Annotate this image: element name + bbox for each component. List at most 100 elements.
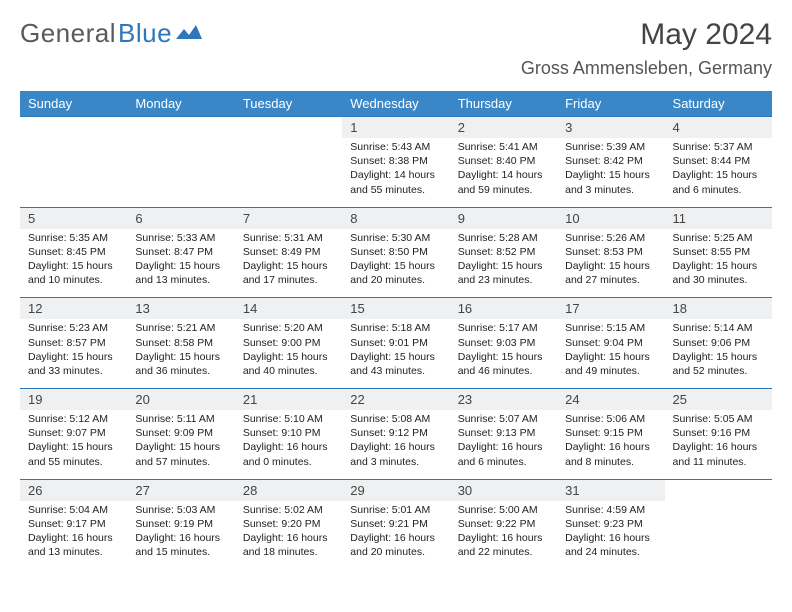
sunset-text: Sunset: 8:53 PM: [565, 245, 656, 259]
header: GeneralBlue May 2024 Gross Ammensleben, …: [20, 18, 772, 85]
sunset-text: Sunset: 9:20 PM: [243, 517, 334, 531]
sunrise-text: Sunrise: 5:06 AM: [565, 412, 656, 426]
detail-cell: Sunrise: 4:59 AMSunset: 9:23 PMDaylight:…: [557, 501, 664, 570]
logo-text-left: General: [20, 18, 116, 49]
sunset-text: Sunset: 8:49 PM: [243, 245, 334, 259]
sunset-text: Sunset: 8:50 PM: [350, 245, 441, 259]
daylight-text: Daylight: 16 hours and 22 minutes.: [458, 531, 549, 559]
daylight-text: Daylight: 16 hours and 3 minutes.: [350, 440, 441, 468]
sunset-text: Sunset: 9:10 PM: [243, 426, 334, 440]
detail-cell: Sunrise: 5:30 AMSunset: 8:50 PMDaylight:…: [342, 229, 449, 298]
detail-cell: Sunrise: 5:15 AMSunset: 9:04 PMDaylight:…: [557, 319, 664, 388]
sunrise-text: Sunrise: 5:15 AM: [565, 321, 656, 335]
date-cell: [20, 117, 127, 139]
daylight-text: Daylight: 16 hours and 0 minutes.: [243, 440, 334, 468]
daylight-text: Daylight: 15 hours and 10 minutes.: [28, 259, 119, 287]
daylight-text: Daylight: 15 hours and 6 minutes.: [673, 168, 764, 196]
sunrise-text: Sunrise: 5:30 AM: [350, 231, 441, 245]
detail-row: Sunrise: 5:35 AMSunset: 8:45 PMDaylight:…: [20, 229, 772, 298]
detail-cell: [665, 501, 772, 570]
detail-cell: Sunrise: 5:28 AMSunset: 8:52 PMDaylight:…: [450, 229, 557, 298]
detail-cell: Sunrise: 5:01 AMSunset: 9:21 PMDaylight:…: [342, 501, 449, 570]
date-cell: 8: [342, 207, 449, 229]
logo-text-right: Blue: [118, 18, 172, 49]
date-cell: 26: [20, 479, 127, 501]
sunrise-text: Sunrise: 5:00 AM: [458, 503, 549, 517]
sunrise-text: Sunrise: 5:41 AM: [458, 140, 549, 154]
sunset-text: Sunset: 9:21 PM: [350, 517, 441, 531]
date-cell: 1: [342, 117, 449, 139]
detail-cell: Sunrise: 5:18 AMSunset: 9:01 PMDaylight:…: [342, 319, 449, 388]
sunrise-text: Sunrise: 5:21 AM: [135, 321, 226, 335]
detail-cell: [127, 138, 234, 207]
date-cell: 13: [127, 298, 234, 320]
detail-cell: Sunrise: 5:06 AMSunset: 9:15 PMDaylight:…: [557, 410, 664, 479]
date-cell: [665, 479, 772, 501]
date-cell: [235, 117, 342, 139]
sunset-text: Sunset: 9:07 PM: [28, 426, 119, 440]
sunset-text: Sunset: 8:55 PM: [673, 245, 764, 259]
daylight-text: Daylight: 16 hours and 6 minutes.: [458, 440, 549, 468]
sunset-text: Sunset: 9:09 PM: [135, 426, 226, 440]
date-row: 262728293031: [20, 479, 772, 501]
detail-cell: [20, 138, 127, 207]
dayhead-thu: Thursday: [450, 91, 557, 117]
detail-cell: [235, 138, 342, 207]
daylight-text: Daylight: 16 hours and 13 minutes.: [28, 531, 119, 559]
detail-cell: Sunrise: 5:23 AMSunset: 8:57 PMDaylight:…: [20, 319, 127, 388]
dayhead-fri: Friday: [557, 91, 664, 117]
sunrise-text: Sunrise: 5:07 AM: [458, 412, 549, 426]
date-cell: 7: [235, 207, 342, 229]
detail-cell: Sunrise: 5:17 AMSunset: 9:03 PMDaylight:…: [450, 319, 557, 388]
daylight-text: Daylight: 16 hours and 15 minutes.: [135, 531, 226, 559]
sunrise-text: Sunrise: 5:23 AM: [28, 321, 119, 335]
daylight-text: Daylight: 15 hours and 55 minutes.: [28, 440, 119, 468]
detail-row: Sunrise: 5:43 AMSunset: 8:38 PMDaylight:…: [20, 138, 772, 207]
daylight-text: Daylight: 15 hours and 13 minutes.: [135, 259, 226, 287]
sunset-text: Sunset: 9:16 PM: [673, 426, 764, 440]
sunset-text: Sunset: 9:04 PM: [565, 336, 656, 350]
date-row: 12131415161718: [20, 298, 772, 320]
sunrise-text: Sunrise: 5:01 AM: [350, 503, 441, 517]
logo-wave-icon: [176, 25, 202, 43]
sunset-text: Sunset: 8:52 PM: [458, 245, 549, 259]
date-cell: 11: [665, 207, 772, 229]
calendar-table: Sunday Monday Tuesday Wednesday Thursday…: [20, 91, 772, 569]
dayhead-sun: Sunday: [20, 91, 127, 117]
daylight-text: Daylight: 14 hours and 55 minutes.: [350, 168, 441, 196]
detail-cell: Sunrise: 5:04 AMSunset: 9:17 PMDaylight:…: [20, 501, 127, 570]
sunrise-text: Sunrise: 5:14 AM: [673, 321, 764, 335]
dayhead-sat: Saturday: [665, 91, 772, 117]
dayhead-wed: Wednesday: [342, 91, 449, 117]
sunset-text: Sunset: 8:40 PM: [458, 154, 549, 168]
daylight-text: Daylight: 15 hours and 27 minutes.: [565, 259, 656, 287]
sunrise-text: Sunrise: 5:28 AM: [458, 231, 549, 245]
sunset-text: Sunset: 8:45 PM: [28, 245, 119, 259]
daylight-text: Daylight: 14 hours and 59 minutes.: [458, 168, 549, 196]
sunset-text: Sunset: 9:19 PM: [135, 517, 226, 531]
detail-cell: Sunrise: 5:11 AMSunset: 9:09 PMDaylight:…: [127, 410, 234, 479]
sunset-text: Sunset: 8:42 PM: [565, 154, 656, 168]
date-row: 19202122232425: [20, 389, 772, 411]
detail-cell: Sunrise: 5:02 AMSunset: 9:20 PMDaylight:…: [235, 501, 342, 570]
daylight-text: Daylight: 15 hours and 49 minutes.: [565, 350, 656, 378]
date-cell: 20: [127, 389, 234, 411]
daylight-text: Daylight: 15 hours and 57 minutes.: [135, 440, 226, 468]
date-cell: 30: [450, 479, 557, 501]
daylight-text: Daylight: 15 hours and 23 minutes.: [458, 259, 549, 287]
sunrise-text: Sunrise: 5:03 AM: [135, 503, 226, 517]
date-cell: 14: [235, 298, 342, 320]
detail-row: Sunrise: 5:04 AMSunset: 9:17 PMDaylight:…: [20, 501, 772, 570]
daylight-text: Daylight: 15 hours and 17 minutes.: [243, 259, 334, 287]
sunrise-text: Sunrise: 5:31 AM: [243, 231, 334, 245]
daylight-text: Daylight: 16 hours and 11 minutes.: [673, 440, 764, 468]
sunrise-text: Sunrise: 5:18 AM: [350, 321, 441, 335]
dayhead-mon: Monday: [127, 91, 234, 117]
detail-cell: Sunrise: 5:00 AMSunset: 9:22 PMDaylight:…: [450, 501, 557, 570]
sunrise-text: Sunrise: 5:05 AM: [673, 412, 764, 426]
detail-cell: Sunrise: 5:20 AMSunset: 9:00 PMDaylight:…: [235, 319, 342, 388]
daylight-text: Daylight: 15 hours and 40 minutes.: [243, 350, 334, 378]
detail-cell: Sunrise: 5:41 AMSunset: 8:40 PMDaylight:…: [450, 138, 557, 207]
logo: GeneralBlue: [20, 18, 202, 49]
date-cell: [127, 117, 234, 139]
